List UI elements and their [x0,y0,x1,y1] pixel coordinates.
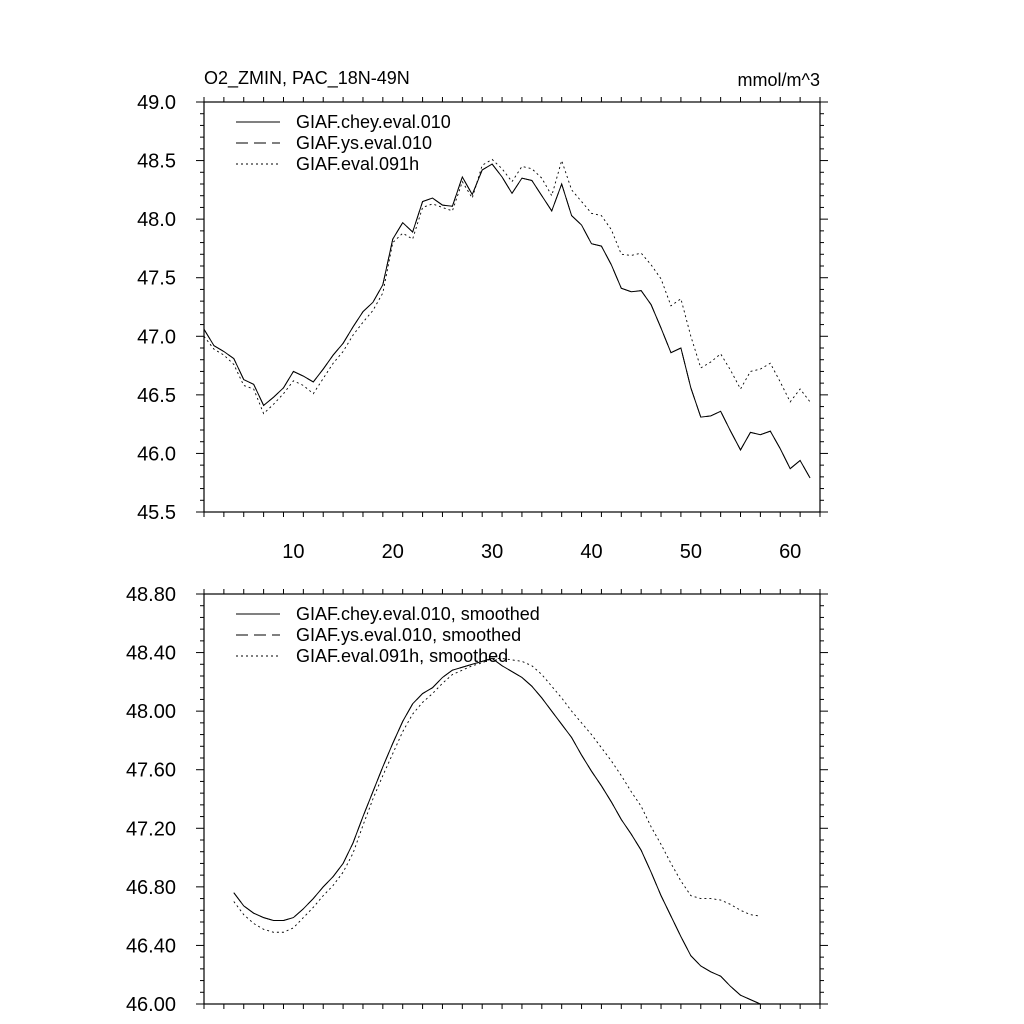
x-tick-label: 10 [282,541,304,563]
y-tick-label: 46.5 [137,385,176,407]
y-tick-label: 48.5 [137,151,176,173]
y-tick-label: 45.5 [137,502,176,524]
x-tick-label: 20 [382,541,404,563]
series-line-1 [233,657,761,1005]
y-tick-label: 47.20 [126,818,176,840]
y-tick-label: 46.00 [126,994,176,1016]
y-tick-label: 46.40 [126,935,176,957]
series-line-1 [203,163,811,479]
plot-frame [203,101,821,513]
x-tick-label: 30 [481,541,503,563]
units-label: mmol/m^3 [738,70,820,90]
y-tick-label: 48.40 [126,643,176,665]
series-line-3 [203,158,811,415]
legend-label: GIAF.eval.091h [296,154,419,174]
y-tick-label: 48.0 [137,209,176,231]
y-tick-label: 49.0 [137,92,176,114]
y-tick-label: 46.80 [126,877,176,899]
y-tick-label: 47.60 [126,760,176,782]
legend-label: GIAF.ys.eval.010 [296,133,432,153]
y-tick-label: 47.0 [137,326,176,348]
plot-frame [203,593,821,1005]
bottom-panel-chart: 46.00 46.40 46.80 47.20 47.60 48.00 48.40 48.80… [126,584,828,1016]
series-line-2 [233,657,761,1005]
legend-label: GIAF.ys.eval.010, smoothed [296,625,521,645]
x-tick-label: 40 [580,541,602,563]
top-panel-chart: 45.5 46.0 46.5 47.0 47.5 48.0 48.5 49.0 10 20 30 40… [137,92,828,563]
x-tick-label: 50 [680,541,702,563]
y-tick-label: 48.00 [126,701,176,723]
y-tick-label: 48.80 [126,584,176,606]
legend-label: GIAF.chey.eval.010, smoothed [296,604,540,624]
y-tick-label: 46.0 [137,443,176,465]
legend-label: GIAF.chey.eval.010 [296,112,451,132]
series-line-3 [233,657,761,933]
legend-label: GIAF.eval.091h, smoothed [296,646,508,666]
y-tick-label: 47.5 [137,268,176,290]
chart-title: O2_ZMIN, PAC_18N-49N [204,68,410,89]
x-tick-label: 60 [779,541,801,563]
series-line-2 [203,163,811,479]
